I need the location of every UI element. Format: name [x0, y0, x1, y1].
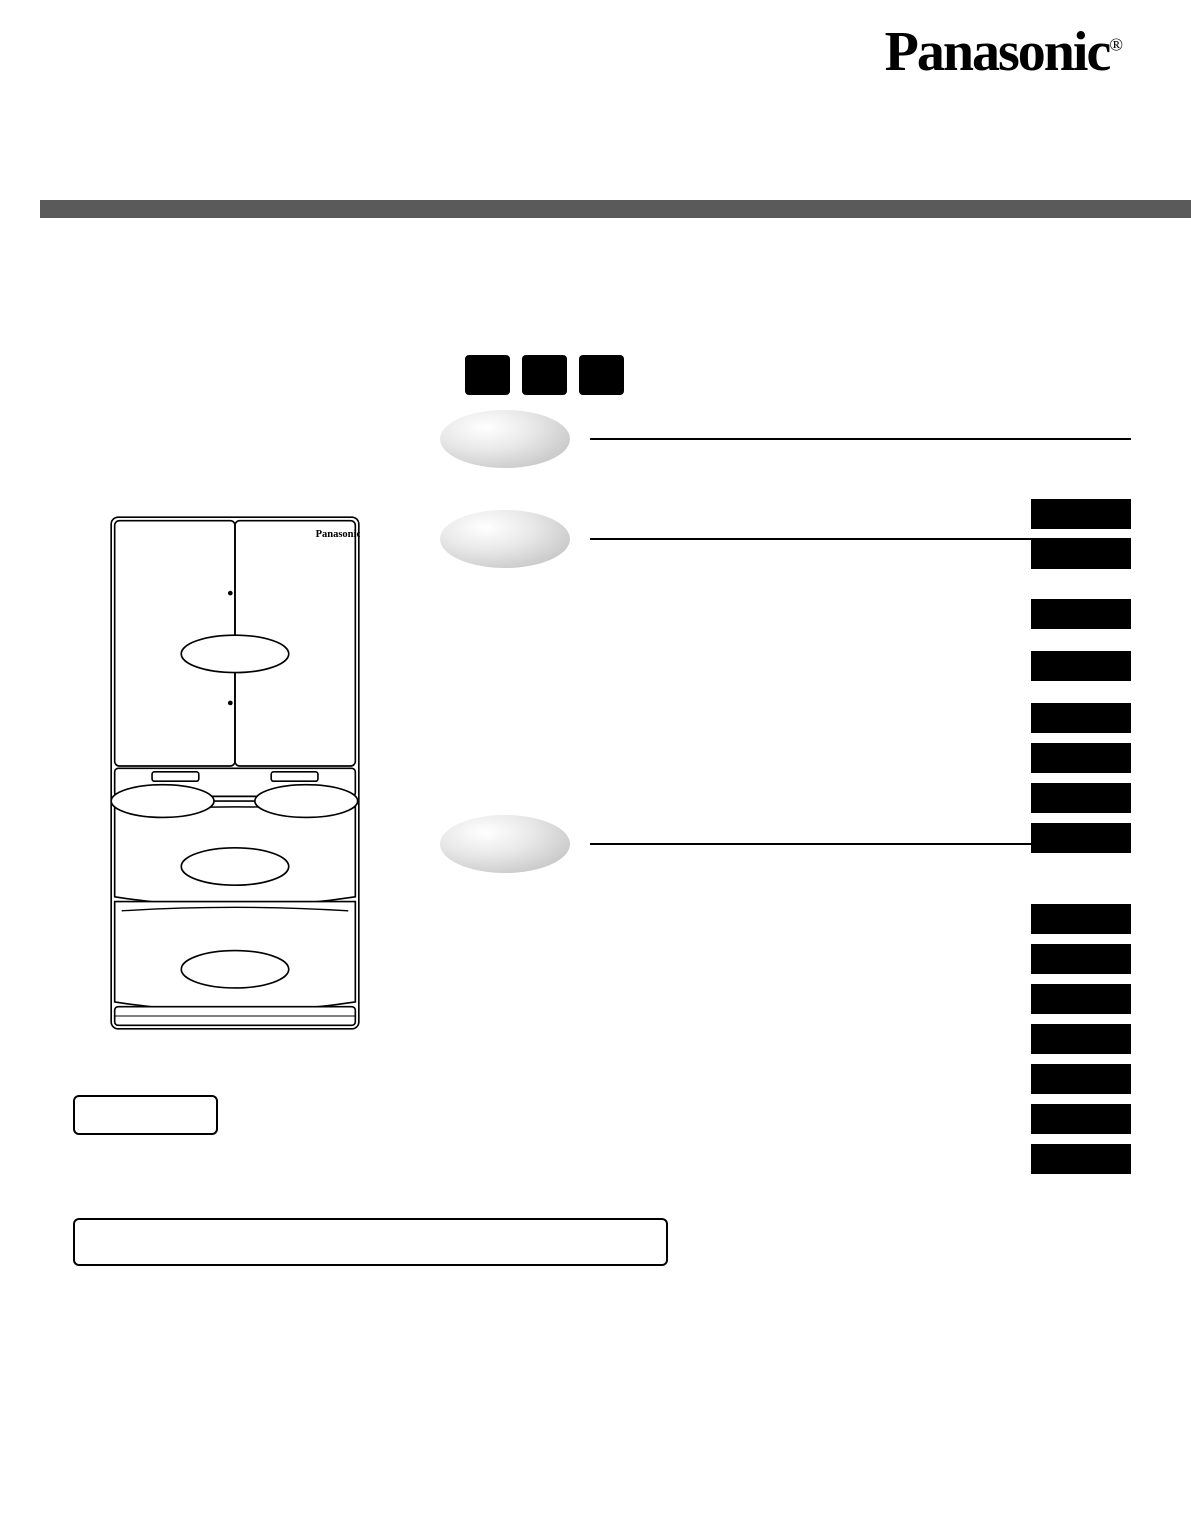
- page-tab: [1031, 1024, 1131, 1054]
- toc-row: [440, 1059, 1131, 1099]
- decor-square: [465, 355, 510, 395]
- section-tag-ellipse: [440, 410, 570, 468]
- page-tab: [1031, 984, 1131, 1014]
- toc-row: [440, 738, 1131, 778]
- callout-bubble-low: [181, 951, 288, 988]
- brand-name: Panasonic: [885, 21, 1110, 83]
- decor-square: [579, 355, 624, 395]
- callout-bubble-drawer-right: [255, 785, 358, 818]
- toc-row: [440, 646, 1131, 686]
- callout-bubble-mid: [181, 848, 288, 885]
- section-rule: [590, 438, 1131, 440]
- section-rule: [590, 843, 1131, 845]
- fridge-brand-label: Panasonic: [316, 529, 360, 540]
- decor-square: [522, 355, 567, 395]
- toc-row: [440, 979, 1131, 1019]
- page-tab: [1031, 743, 1131, 773]
- page-tab: [1031, 1104, 1131, 1134]
- callout-bubble-drawer-left: [111, 785, 214, 818]
- toc-row: [440, 1019, 1131, 1059]
- refrigerator-diagram: Panasonic: [110, 516, 360, 1035]
- note-box-wide: [73, 1218, 668, 1266]
- page-tab: [1031, 599, 1131, 629]
- toc-section-3: [440, 815, 1131, 1179]
- toc-row: [440, 778, 1131, 818]
- toc-items: [440, 899, 1131, 1179]
- page-tab: [1031, 651, 1131, 681]
- handle-dot: [228, 591, 233, 596]
- registered-mark: ®: [1109, 34, 1121, 54]
- page-tab: [1031, 1064, 1131, 1094]
- header-divider-bar: [40, 200, 1191, 218]
- toc-section-header: [440, 815, 1131, 873]
- page-tab: [1031, 783, 1131, 813]
- handle-dot: [228, 701, 233, 706]
- section-tag-ellipse: [440, 815, 570, 873]
- drawer-handle-indent: [152, 772, 199, 781]
- page-tab: [1031, 944, 1131, 974]
- note-box-small: [73, 1095, 218, 1135]
- toc-row: [440, 698, 1131, 738]
- toc-row: [440, 939, 1131, 979]
- toc-row: [440, 899, 1131, 939]
- toc-row: [440, 1099, 1131, 1139]
- toc-spacer: [440, 686, 1131, 698]
- toc-section-2: [440, 510, 1131, 858]
- toc-row: [440, 594, 1131, 634]
- section-tag-ellipse: [440, 510, 570, 568]
- toc-row: [440, 1139, 1131, 1179]
- callout-bubble-fridge: [181, 635, 288, 672]
- section-rule: [590, 538, 1131, 540]
- decor-squares: [465, 355, 624, 395]
- page-tab: [1031, 904, 1131, 934]
- brand-logo: Panasonic®: [885, 20, 1121, 84]
- page-tab: [1031, 703, 1131, 733]
- drawer-handle-indent: [271, 772, 318, 781]
- toc-section-header: [440, 410, 1131, 468]
- toc-section-header: [440, 510, 1131, 568]
- toc-spacer: [440, 634, 1131, 646]
- page-tab: [1031, 1144, 1131, 1174]
